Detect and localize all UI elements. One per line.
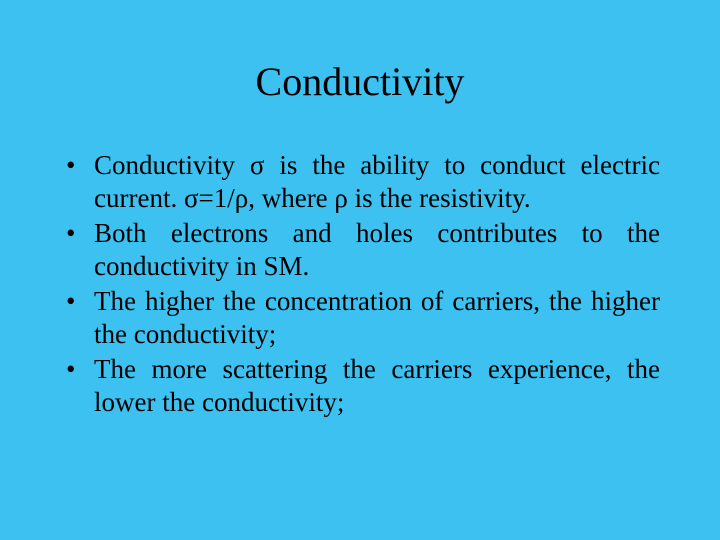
bullet-list: Conductivity σ is the ability to conduct… <box>60 149 660 419</box>
list-item: Both electrons and holes contributes to … <box>60 217 660 283</box>
slide-title: Conductivity <box>60 58 660 105</box>
list-item: Conductivity σ is the ability to conduct… <box>60 149 660 215</box>
list-item: The higher the concentration of carriers… <box>60 285 660 351</box>
slide: Conductivity Conductivity σ is the abili… <box>0 0 720 540</box>
list-item: The more scattering the carriers experie… <box>60 353 660 419</box>
